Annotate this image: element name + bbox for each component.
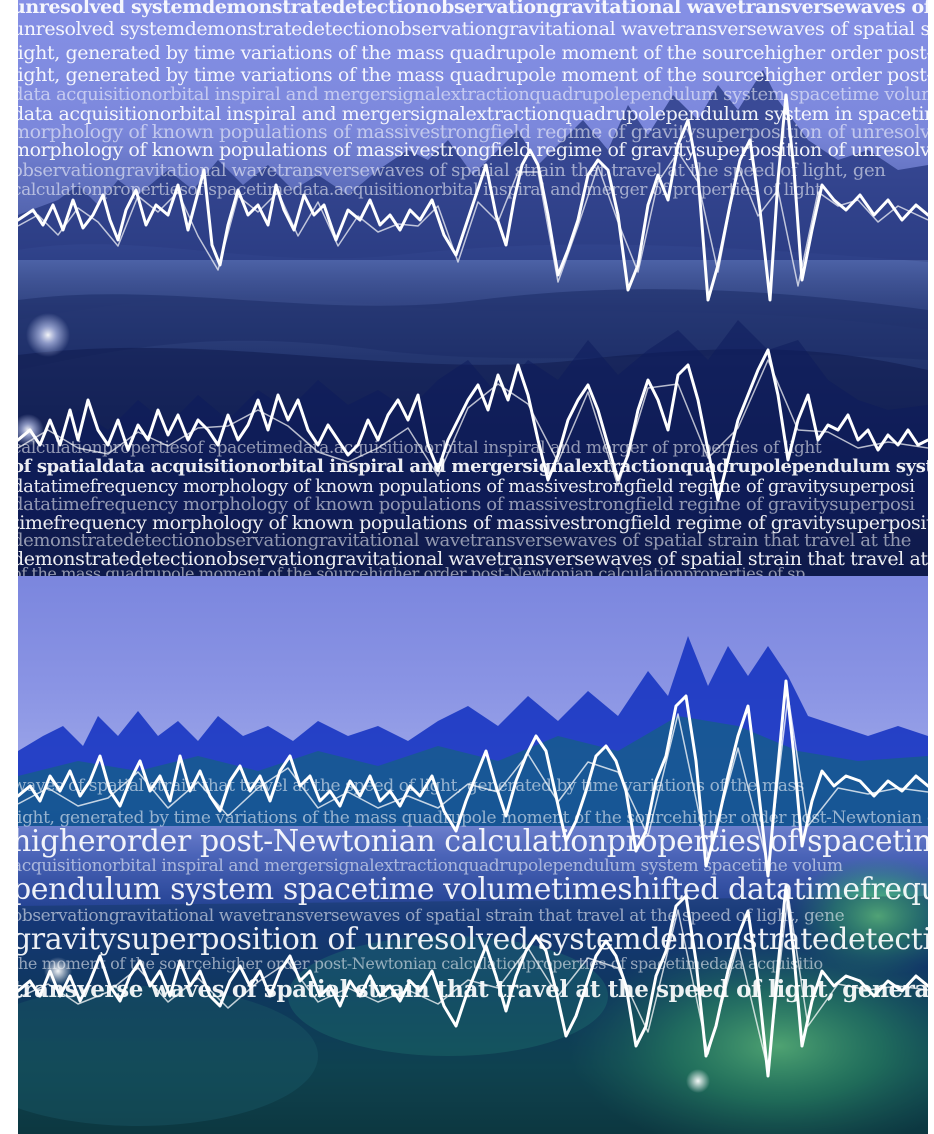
collage-artwork: unresolved systemdemonstratedetectionobs… (18, 0, 928, 1134)
top-panel: unresolved systemdemonstratedetectionobs… (18, 0, 928, 576)
bottom-panel-image (18, 576, 928, 1134)
bottom-panel: waves of spatial strain that travel at t… (18, 576, 928, 1134)
top-panel-image (18, 0, 928, 576)
